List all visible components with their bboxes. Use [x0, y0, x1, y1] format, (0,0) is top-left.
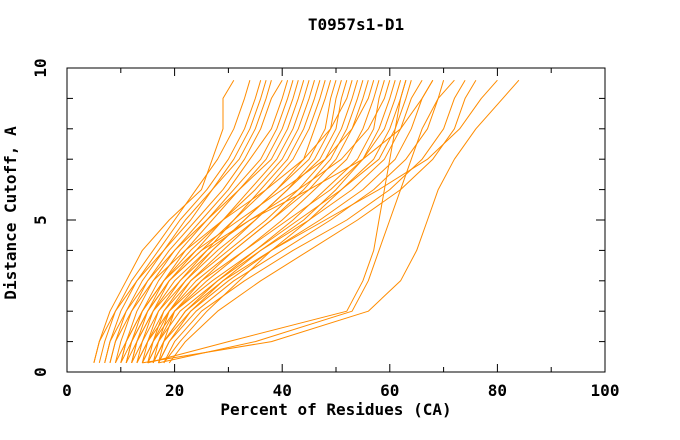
- x-tick-label: 0: [62, 381, 72, 400]
- series-line: [142, 79, 520, 364]
- series-line: [141, 80, 412, 364]
- x-tick-label: 80: [488, 381, 507, 400]
- series-line: [131, 80, 299, 364]
- y-tick-label: 5: [31, 215, 50, 225]
- plot-area: 0 20 40 60 80 100 0 5 10: [31, 58, 619, 400]
- series-line: [168, 79, 477, 364]
- series-line: [147, 80, 380, 364]
- series-line: [158, 79, 455, 364]
- x-tick-label: 100: [591, 381, 620, 400]
- series-line: [120, 80, 375, 364]
- series-line: [125, 80, 337, 364]
- x-tick-label: 40: [273, 381, 292, 400]
- series-line: [125, 80, 294, 364]
- x-axis-label: Percent of Residues (CA): [220, 400, 451, 419]
- series-line: [131, 80, 348, 364]
- series-line: [152, 79, 434, 364]
- series-line: [141, 80, 321, 364]
- series-line: [93, 79, 235, 364]
- x-tick-label: 60: [380, 381, 399, 400]
- series-line: [104, 80, 305, 364]
- y-tick-label: 10: [31, 58, 50, 77]
- series-line: [114, 79, 283, 364]
- series-line: [158, 80, 396, 364]
- series-line: [131, 80, 391, 364]
- series-line: [109, 80, 353, 364]
- x-tick-label: 20: [165, 381, 184, 400]
- y-axis-label: Distance Cutoff, A: [1, 126, 20, 300]
- series-line: [125, 79, 434, 364]
- series-line: [147, 80, 407, 364]
- series-line: [152, 79, 498, 364]
- series-line: [98, 80, 251, 364]
- series-line: [163, 79, 466, 364]
- series-line: [147, 79, 423, 364]
- y-tick-label: 0: [31, 367, 50, 377]
- series-line: [109, 80, 272, 364]
- series-line: [104, 80, 262, 364]
- chart-title: T0957s1-D1: [308, 15, 404, 34]
- series-line: [158, 80, 445, 364]
- series-line: [136, 80, 402, 364]
- series-line: [136, 80, 358, 364]
- series-line: [147, 80, 332, 364]
- series-line: [93, 80, 267, 364]
- series-line: [141, 80, 369, 364]
- series-line: [120, 80, 289, 364]
